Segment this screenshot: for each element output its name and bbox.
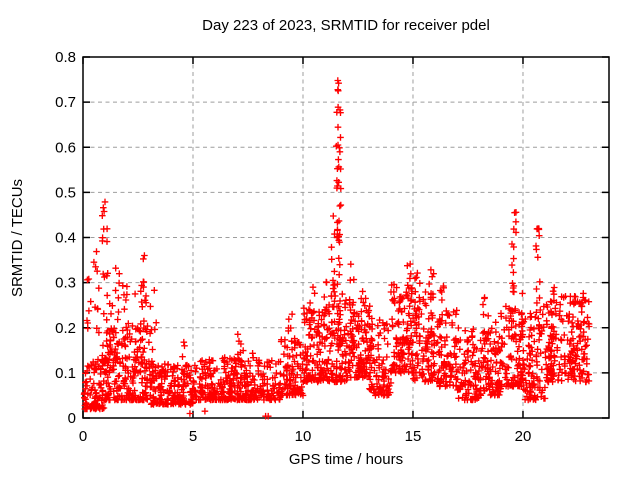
y-tick-label: 0.2 bbox=[55, 320, 76, 337]
y-tick-label: 0 bbox=[68, 410, 76, 427]
x-axis-label: GPS time / hours bbox=[289, 451, 403, 468]
tick-labels: 0 5 10 15 20 0 0.1 0.2 0.3 0.4 0.5 0.6 0.7 0.8 bbox=[55, 49, 531, 445]
x-tick-label: 5 bbox=[189, 428, 197, 445]
y-tick-label: 0.3 bbox=[55, 275, 76, 292]
y-axis-label: SRMTID / TECUs bbox=[9, 179, 26, 297]
x-tick-label: 10 bbox=[295, 428, 312, 445]
x-tick-label: 20 bbox=[515, 428, 532, 445]
y-tick-label: 0.7 bbox=[55, 94, 76, 111]
y-tick-label: 0.6 bbox=[55, 139, 76, 156]
x-tick-label: 0 bbox=[79, 428, 87, 445]
data-points bbox=[80, 77, 593, 420]
x-tick-label: 15 bbox=[405, 428, 422, 445]
y-tick-label: 0.5 bbox=[55, 184, 76, 201]
chart-title: Day 223 of 2023, SRMTID for receiver pde… bbox=[202, 17, 490, 34]
y-tick-label: 0.1 bbox=[55, 365, 76, 382]
y-tick-label: 0.8 bbox=[55, 49, 76, 66]
plot-border bbox=[82, 56, 610, 419]
y-tick-label: 0.4 bbox=[55, 230, 76, 247]
axis-ticks bbox=[82, 56, 609, 419]
